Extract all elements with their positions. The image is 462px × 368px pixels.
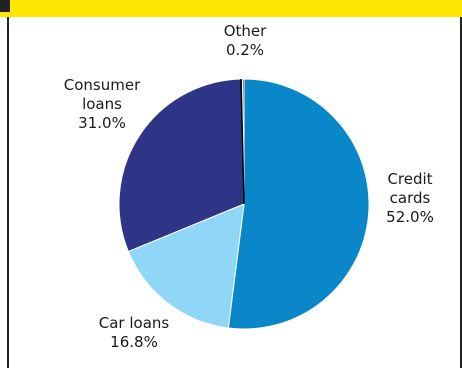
label-consumer-loans-name-1: Consumer — [63, 76, 141, 94]
label-credit-cards-name-1: Credit — [387, 170, 433, 188]
label-car-loans: Car loans 16.8% — [84, 314, 184, 352]
label-car-loans-value: 16.8% — [110, 333, 158, 351]
pie-slice-consumer-loans — [118, 78, 245, 253]
label-consumer-loans-value: 31.0% — [78, 114, 126, 132]
left-rule — [7, 17, 9, 368]
label-credit-cards-value: 52.0% — [386, 208, 434, 226]
label-credit-cards-name-2: cards — [389, 189, 431, 207]
label-other: Other 0.2% — [214, 22, 276, 60]
label-other-name: Other — [223, 22, 267, 40]
pie-slice-car-loans — [127, 203, 245, 329]
pie-slice-credit-cards — [227, 78, 370, 330]
pie-slice-other-edge — [240, 78, 245, 205]
label-credit-cards: Credit cards 52.0% — [370, 170, 450, 227]
header-band — [0, 0, 462, 17]
right-rule — [460, 17, 462, 368]
label-other-value: 0.2% — [225, 41, 265, 59]
label-consumer-loans: Consumer loans 31.0% — [50, 76, 154, 133]
header-mark — [0, 0, 10, 12]
label-car-loans-name: Car loans — [98, 314, 170, 332]
label-consumer-loans-name-2: loans — [82, 95, 122, 113]
